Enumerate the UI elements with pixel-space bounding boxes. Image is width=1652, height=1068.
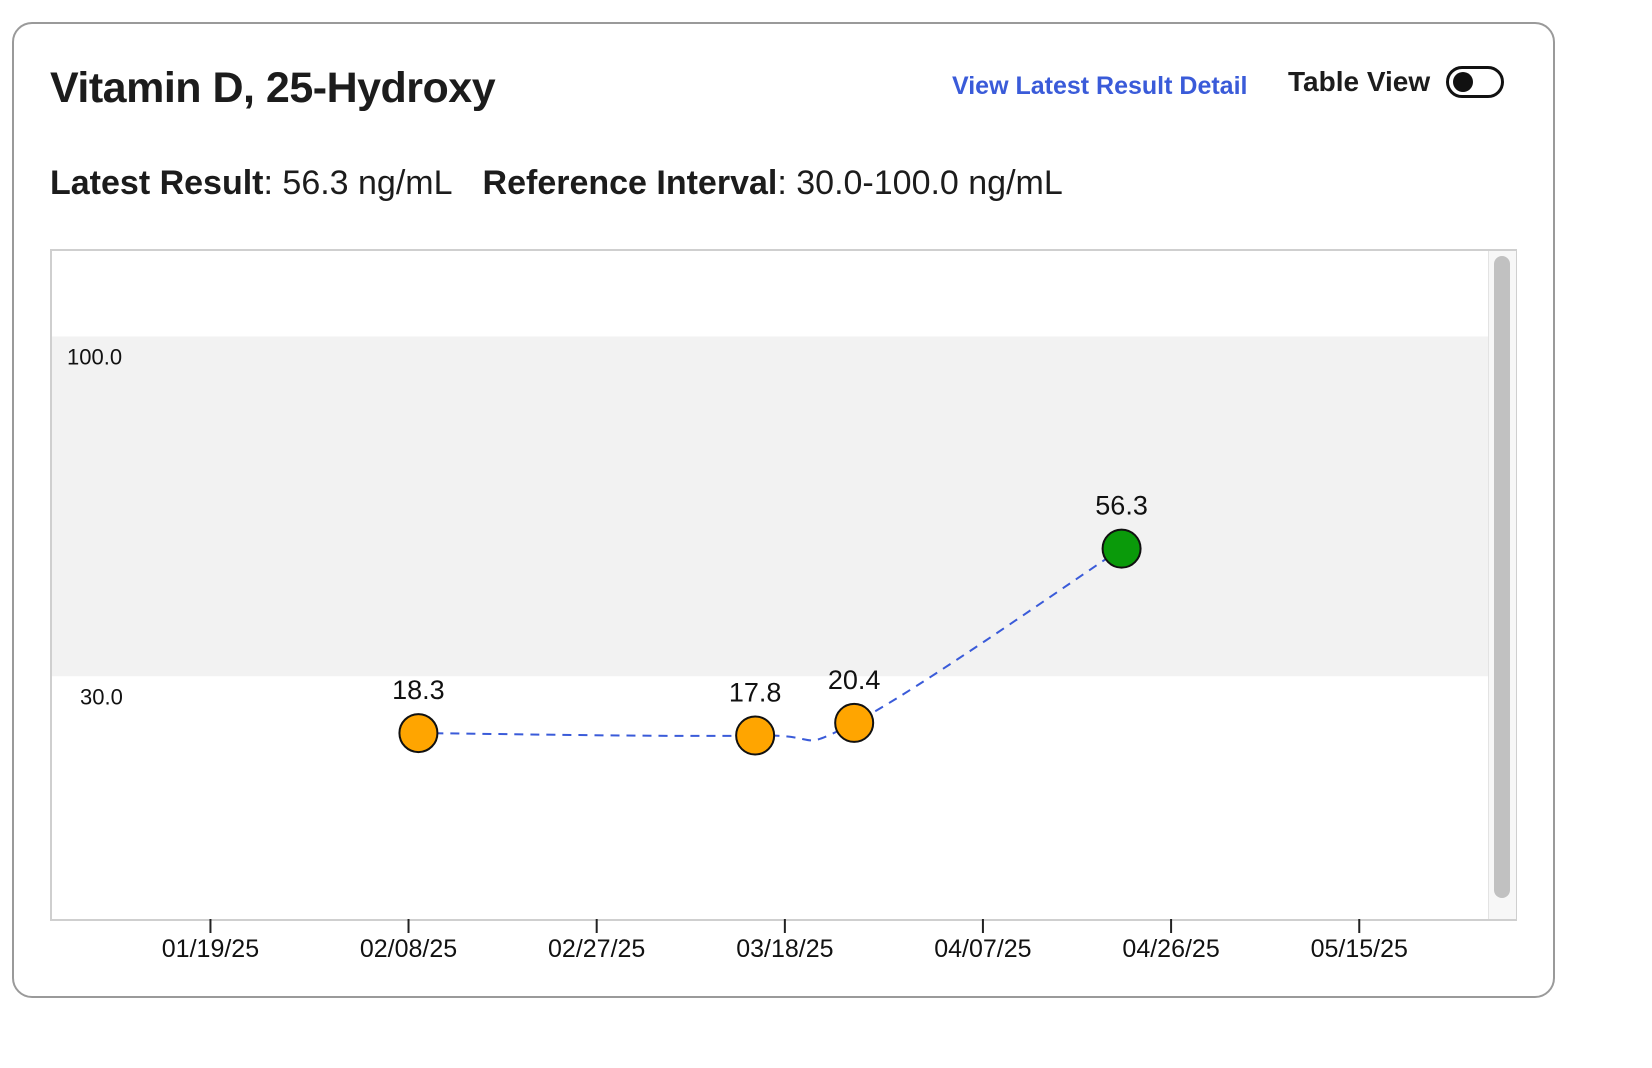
test-title: Vitamin D, 25-Hydroxy [50,64,496,112]
data-label: 17.8 [729,677,782,707]
latest-result-value: 56.3 ng/mL [282,164,453,202]
table-view-label: Table View [1288,66,1431,97]
reference-low-label: 30.0 [80,684,123,709]
x-tick-label: 02/08/25 [360,935,457,963]
reference-high-label: 100.0 [67,344,122,369]
table-view-toggle-control[interactable]: Table View [1288,66,1505,98]
data-point [1101,528,1142,569]
x-tick-label: 04/26/25 [1122,935,1219,963]
toggle-knob [1453,72,1474,92]
data-label: 56.3 [1095,491,1148,521]
x-tick-label: 05/15/25 [1311,935,1408,963]
reference-interval-value: 30.0-100.0 ng/mL [796,164,1063,202]
x-tick-label: 04/07/25 [934,935,1031,963]
x-tick-label: 03/18/25 [736,935,833,963]
data-label: 20.4 [828,665,881,695]
trend-line [418,547,1123,742]
data-label: 18.3 [392,675,445,705]
chart-scrollbar-thumb[interactable] [1494,256,1510,898]
data-point [735,715,776,756]
view-latest-result-detail-link[interactable]: View Latest Result Detail [952,72,1248,100]
table-view-switch[interactable] [1446,66,1505,98]
result-summary: Latest Result: 56.3 ng/mL Reference Inter… [50,164,1063,202]
reference-band [52,336,1488,677]
reference-interval-label: Reference Interval [482,164,778,202]
x-tick-label: 02/27/25 [548,935,645,963]
data-point [398,713,439,754]
data-point [834,702,875,743]
x-tick-label: 01/19/25 [162,935,259,963]
latest-result-label: Latest Result [50,164,264,202]
